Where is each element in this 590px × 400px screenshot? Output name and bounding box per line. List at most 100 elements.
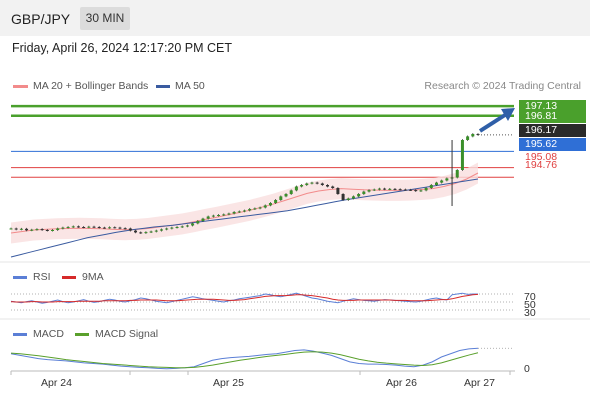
- credit-label: Research © 2024 Trading Central: [424, 80, 581, 92]
- macd-signal-legend-label: MACD Signal: [95, 328, 159, 340]
- candle-body-87: [460, 140, 464, 170]
- candle-body-71: [377, 188, 381, 190]
- level-tag-195-62: 195.62: [519, 138, 586, 151]
- candle-body-3: [25, 228, 29, 231]
- candle-body-18: [102, 227, 106, 229]
- candle-body-6: [40, 229, 44, 231]
- macd-legend-swatch: [13, 333, 27, 336]
- candle-body-20: [113, 227, 117, 229]
- candle-body-11: [66, 227, 70, 228]
- candle-body-48: [258, 207, 262, 209]
- candle-body-49: [263, 205, 267, 208]
- rsi-9ma-legend-swatch: [62, 276, 76, 279]
- candle-body-75: [398, 189, 402, 191]
- candle-body-42: [227, 213, 231, 215]
- candle-body-60: [320, 183, 324, 185]
- candle-body-45: [243, 210, 246, 212]
- candle-body-80: [424, 188, 428, 191]
- candle-body-73: [388, 188, 392, 190]
- candle-body-5: [35, 229, 39, 231]
- candle-body-41: [222, 214, 226, 216]
- rsi-level-30: 30: [524, 307, 536, 319]
- candle-body-58: [310, 182, 314, 184]
- x-label-apr27: Apr 27: [464, 377, 495, 389]
- candle-body-65: [346, 198, 350, 200]
- ma50-line: [10, 178, 479, 258]
- candle-body-82: [434, 182, 438, 185]
- candle-body-12: [71, 226, 75, 228]
- candle-body-44: [237, 211, 241, 213]
- candle-body-15: [87, 226, 91, 228]
- rsi-legend-swatch: [13, 276, 27, 279]
- x-label-apr26: Apr 26: [386, 377, 417, 389]
- candle-body-52: [279, 196, 283, 200]
- candle-body-9: [56, 228, 60, 230]
- candle-body-86: [455, 170, 459, 178]
- candle-body-76: [403, 189, 407, 191]
- candle-body-40: [217, 215, 221, 216]
- candle-body-39: [211, 215, 215, 217]
- bollinger-band: [11, 162, 478, 244]
- candle-body-61: [326, 185, 330, 187]
- candle-body-56: [300, 185, 304, 187]
- datetime-label: Friday, April 26, 2024 12:17:20 PM CET: [12, 41, 233, 55]
- timeframe-button[interactable]: 30 MIN: [80, 7, 130, 30]
- rsi-legend-label: RSI: [33, 271, 51, 283]
- candle-body-4: [30, 229, 34, 231]
- candle-body-36: [196, 221, 200, 224]
- candle-body-53: [284, 194, 288, 197]
- candle-body-55: [294, 186, 298, 191]
- header-bar: GBP/JPY 30 MIN: [0, 0, 590, 36]
- candle-body-34: [185, 225, 189, 227]
- candle-body-7: [45, 230, 49, 231]
- symbol-title: GBP/JPY: [11, 11, 71, 27]
- candle-body-13: [76, 226, 80, 228]
- candle-body-68: [362, 191, 366, 194]
- candle-body-50: [268, 203, 272, 206]
- candle-body-43: [232, 212, 236, 214]
- candle-body-88: [466, 136, 470, 140]
- candle-body-16: [92, 226, 96, 228]
- candle-body-10: [61, 227, 65, 229]
- macd-legend-label: MACD: [33, 328, 64, 340]
- candle-body-74: [393, 188, 397, 190]
- macd-signal-legend-swatch: [75, 333, 89, 336]
- candle-body-47: [253, 208, 257, 210]
- candle-body-17: [97, 227, 101, 228]
- rsi-9ma-legend-label: 9MA: [82, 271, 104, 283]
- ma50-legend-swatch: [156, 85, 170, 88]
- candle-body-54: [289, 190, 293, 194]
- candle-body-67: [357, 194, 361, 197]
- candle-body-83: [440, 180, 444, 183]
- candle-body-77: [409, 189, 413, 191]
- candle-body-27: [149, 231, 153, 233]
- forecast-arrow-shaft: [478, 113, 507, 133]
- candle-body-69: [367, 190, 371, 192]
- rsi-9ma-line: [10, 293, 479, 303]
- candle-body-25: [139, 232, 143, 234]
- candle-body-28: [154, 230, 158, 232]
- rsi-level-50: 50: [524, 299, 536, 311]
- candle-body-62: [331, 186, 335, 188]
- level-tag-194-76: 194.76: [525, 159, 558, 171]
- candle-body-33: [180, 226, 184, 228]
- candle-body-72: [383, 188, 387, 190]
- candle-body-84: [445, 178, 449, 181]
- candle-body-63: [336, 188, 340, 194]
- candle-body-1: [14, 228, 18, 230]
- x-label-apr25: Apr 25: [213, 377, 244, 389]
- candle-body-64: [341, 194, 345, 200]
- ma50-legend-label: MA 50: [175, 80, 205, 92]
- ma20-legend-label: MA 20 + Bollinger Bands: [33, 80, 149, 92]
- candle-body-29: [159, 229, 163, 231]
- candle-body-46: [248, 209, 252, 211]
- candle-body-78: [414, 190, 418, 192]
- level-tag-197-13: 197.13: [519, 100, 586, 113]
- candle-body-70: [372, 189, 376, 191]
- level-tag-196-81: 196.81: [519, 110, 586, 123]
- candle-body-79: [419, 190, 423, 192]
- last-price-tag: 196.17: [519, 124, 586, 137]
- candle-body-32: [175, 227, 179, 228]
- candle-body-19: [108, 227, 112, 229]
